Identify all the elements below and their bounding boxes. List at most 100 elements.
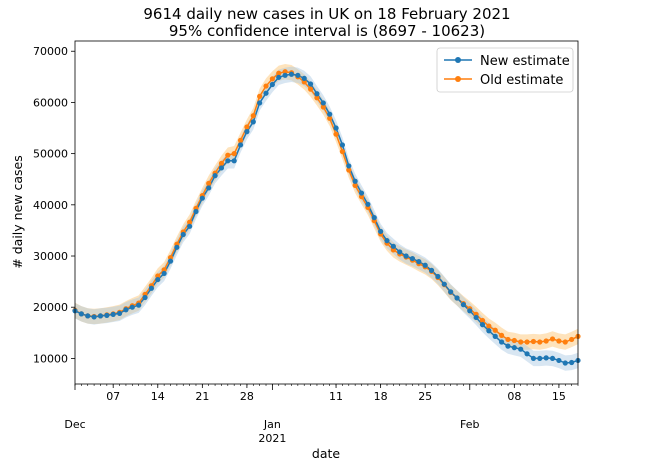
data-point-new-estimate <box>180 231 186 238</box>
data-point-old-estimate <box>307 86 314 92</box>
data-point-new-estimate <box>346 163 352 169</box>
data-point-old-estimate <box>282 69 288 75</box>
y-tick-label: 20000 <box>33 301 68 314</box>
data-point-new-estimate <box>467 308 473 314</box>
data-point-new-estimate <box>320 100 326 106</box>
data-point-new-estimate <box>218 165 225 171</box>
data-point-new-estimate <box>206 185 212 191</box>
x-major-tick-label: Jan <box>263 418 281 431</box>
data-point-old-estimate <box>569 336 575 343</box>
data-point-new-estimate <box>231 158 237 164</box>
data-point-old-estimate <box>327 115 333 121</box>
x-tick-label: 07 <box>106 390 120 403</box>
data-point-new-estimate <box>116 310 123 316</box>
data-point-new-estimate <box>327 111 333 117</box>
data-point-new-estimate <box>199 195 205 201</box>
x-major-tick-label: Feb <box>460 418 479 431</box>
x-tick-label: 14 <box>151 390 165 403</box>
data-point-new-estimate <box>142 294 148 301</box>
x-tick-label: 15 <box>552 390 566 403</box>
data-point-new-estimate <box>390 243 396 249</box>
data-point-old-estimate <box>155 273 161 279</box>
y-tick-label: 40000 <box>33 199 68 212</box>
data-point-new-estimate <box>333 125 339 131</box>
data-point-new-estimate <box>307 81 314 87</box>
data-point-old-estimate <box>161 267 167 273</box>
data-point-old-estimate <box>352 182 358 188</box>
data-point-old-estimate <box>167 254 174 261</box>
data-point-old-estimate <box>257 93 263 99</box>
data-point-new-estimate <box>562 360 568 366</box>
data-point-new-estimate <box>530 355 537 362</box>
data-point-new-estimate <box>237 142 244 148</box>
data-point-old-estimate <box>237 137 244 143</box>
data-point-new-estimate <box>174 244 180 250</box>
data-point-new-estimate <box>78 311 84 317</box>
data-point-new-estimate <box>339 142 346 148</box>
data-point-old-estimate <box>269 76 275 82</box>
data-point-old-estimate <box>333 131 339 137</box>
data-point-new-estimate <box>225 158 231 164</box>
x-tick-label: 21 <box>195 390 209 403</box>
data-point-new-estimate <box>460 302 466 308</box>
data-point-new-estimate <box>479 322 486 328</box>
data-point-new-estimate <box>486 328 492 334</box>
data-point-old-estimate <box>225 152 231 158</box>
chart-title-line-1: 9614 daily new cases in UK on 18 Februar… <box>143 5 510 23</box>
data-point-new-estimate <box>511 345 517 351</box>
data-point-new-estimate <box>193 208 199 215</box>
data-point-new-estimate <box>428 267 435 273</box>
data-point-old-estimate <box>537 339 543 345</box>
data-point-old-estimate <box>549 336 556 342</box>
data-point-old-estimate <box>518 339 524 345</box>
data-point-new-estimate <box>371 215 377 221</box>
data-point-new-estimate <box>473 314 479 321</box>
data-point-new-estimate <box>569 359 575 366</box>
data-point-new-estimate <box>537 355 543 362</box>
data-point-new-estimate <box>288 71 295 77</box>
y-axis-label: # daily new cases <box>10 155 25 268</box>
data-point-new-estimate <box>85 313 91 319</box>
data-point-new-estimate <box>492 333 498 339</box>
data-point-new-estimate <box>269 81 275 88</box>
data-point-new-estimate <box>352 178 358 184</box>
data-point-old-estimate <box>346 167 352 173</box>
data-point-old-estimate <box>486 323 492 329</box>
data-point-old-estimate <box>276 70 282 76</box>
y-tick-label: 30000 <box>33 250 68 263</box>
data-point-new-estimate <box>435 273 441 280</box>
data-point-old-estimate <box>543 338 549 344</box>
data-point-new-estimate <box>314 91 320 97</box>
data-point-old-estimate <box>206 180 212 186</box>
data-point-new-estimate <box>187 223 193 229</box>
data-point-new-estimate <box>129 304 135 310</box>
legend-box <box>436 47 574 93</box>
data-point-new-estimate <box>110 311 116 317</box>
x-tick-label: 08 <box>507 390 521 403</box>
data-point-old-estimate <box>339 148 346 155</box>
data-point-new-estimate <box>397 249 403 255</box>
data-point-new-estimate <box>250 119 256 125</box>
data-point-new-estimate <box>556 357 562 364</box>
y-tick-label: 60000 <box>33 96 68 109</box>
data-point-old-estimate <box>530 338 537 345</box>
x-tick-label: 18 <box>374 390 388 403</box>
legend-marker-new-estimate <box>455 57 461 63</box>
data-point-old-estimate <box>218 160 225 166</box>
data-point-new-estimate <box>136 302 142 308</box>
data-point-new-estimate <box>365 201 371 207</box>
data-point-old-estimate <box>320 104 326 110</box>
data-point-new-estimate <box>378 228 384 235</box>
data-point-new-estimate <box>409 255 416 262</box>
y-tick-label: 10000 <box>33 352 68 365</box>
data-point-old-estimate <box>358 194 365 200</box>
data-point-old-estimate <box>479 317 486 324</box>
data-point-old-estimate <box>511 337 517 344</box>
data-point-old-estimate <box>556 338 562 344</box>
data-point-new-estimate <box>91 314 97 320</box>
data-point-new-estimate <box>422 262 428 268</box>
data-point-old-estimate <box>505 336 511 343</box>
series-line-old-estimate <box>74 70 579 343</box>
x-tick-label: 25 <box>418 390 432 403</box>
